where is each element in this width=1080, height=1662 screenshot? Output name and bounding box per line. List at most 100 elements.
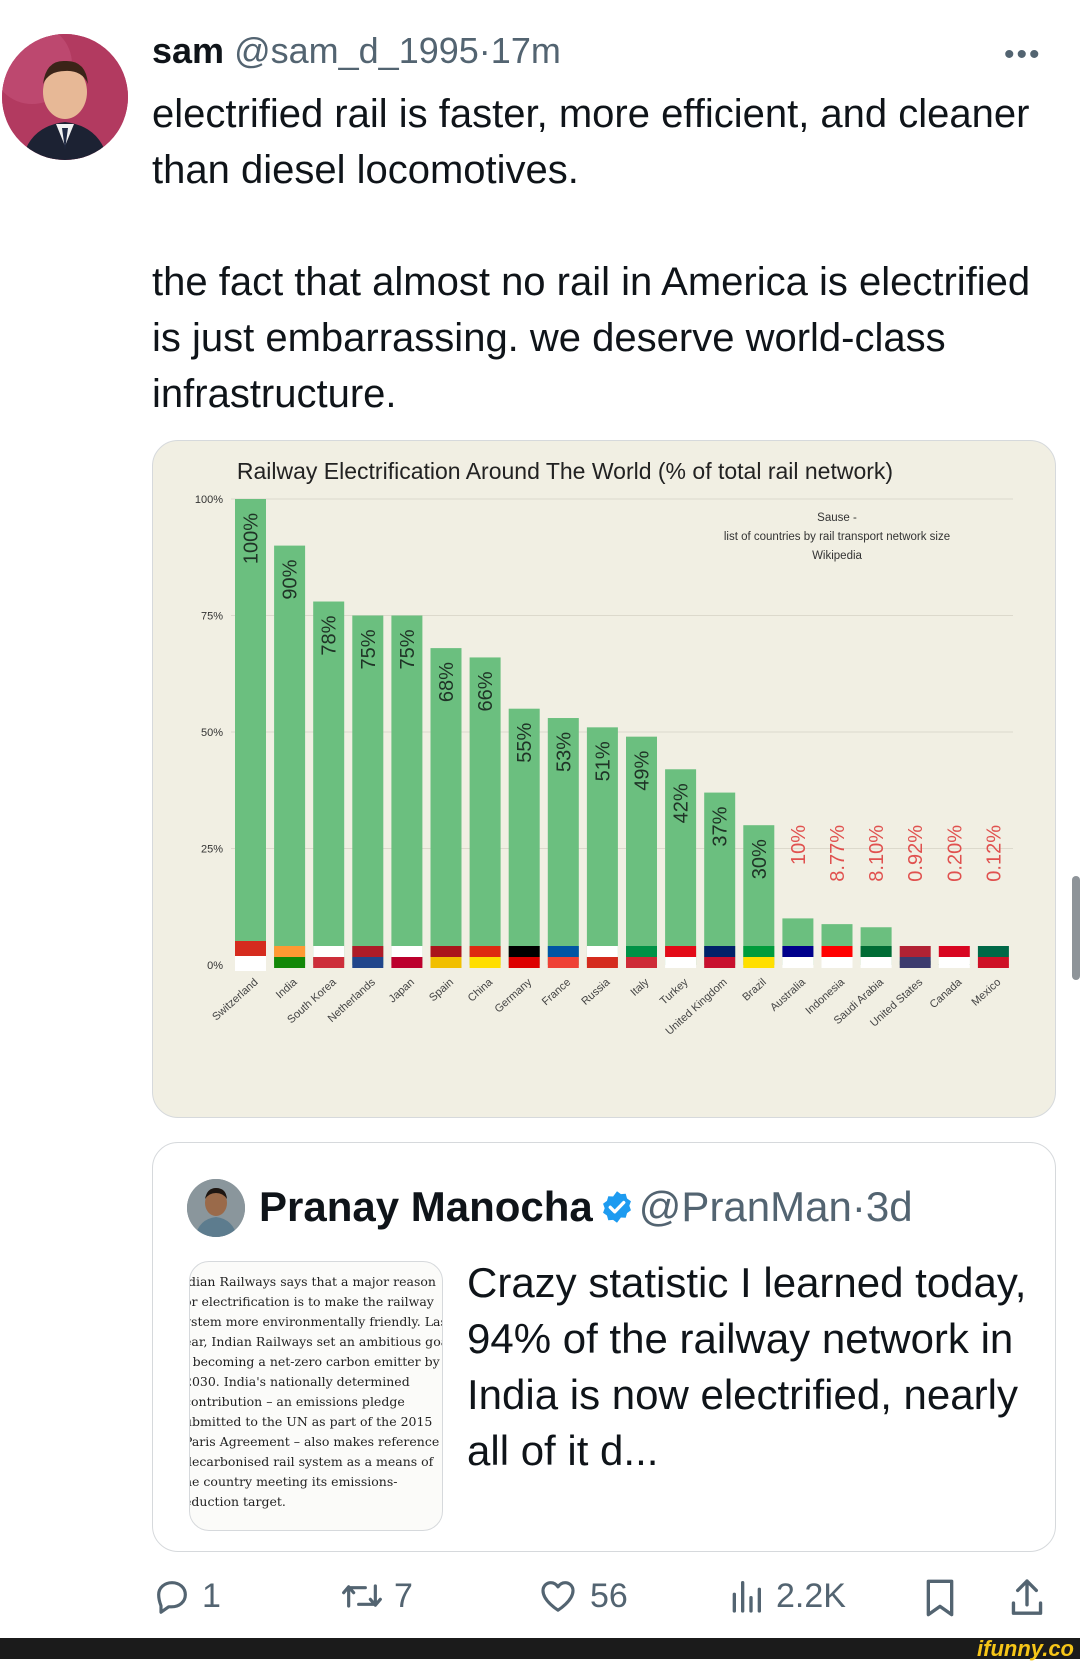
quoted-article-thumbnail[interactable]: .dian Railways says that a major reason …	[189, 1261, 443, 1531]
ifunny-logo: ifunny.co	[977, 1636, 1074, 1661]
author-avatar[interactable]	[2, 34, 128, 160]
quoted-tweet-header: Pranay Manocha @PranMan·3d	[259, 1183, 913, 1235]
flag-icon-stripe	[743, 957, 775, 968]
like-button[interactable]: 56	[536, 1576, 628, 1616]
flag-icon-stripe	[547, 957, 579, 968]
bar-value-label: 0.12%	[983, 825, 1005, 882]
page-scrollbar[interactable]	[1072, 876, 1080, 980]
electrification-bar-chart: Railway Electrification Around The World…	[195, 458, 1013, 1038]
watermark-bar: ifunny.co	[0, 1636, 1080, 1661]
quoted-author-name[interactable]: Pranay Manocha	[259, 1183, 593, 1230]
bar-value-label: 78%	[319, 615, 341, 655]
repost-icon	[340, 1576, 384, 1616]
flag-icon-stripe	[586, 957, 618, 968]
flag-icon	[235, 941, 266, 956]
bar-value-label: 75%	[397, 629, 419, 669]
flag-icon-stripe	[899, 957, 931, 968]
flag-icon-stripe	[704, 957, 736, 968]
more-horizontal-icon[interactable]: •••	[1004, 38, 1042, 71]
tweet-age[interactable]: 17m	[490, 30, 561, 71]
chart-bars: 100% 90% 78% 75% 75% 68% 66% 55% 53% 51% 49% 42% 37%…	[235, 499, 1009, 965]
author-name[interactable]: sam	[152, 30, 225, 71]
verified-badge-icon	[599, 1187, 635, 1235]
chart-bar	[235, 499, 266, 965]
x-category-label: Spain	[427, 976, 456, 1004]
y-tick-label: 100%	[195, 494, 223, 506]
flag-icon	[586, 946, 618, 957]
reply-button[interactable]: 1	[152, 1576, 221, 1616]
chart-title: Railway Electrification Around The World…	[237, 458, 893, 484]
source-line: list of countries by rail transport netw…	[724, 531, 950, 543]
chart-bar	[274, 545, 306, 965]
x-category-label: Switzerland	[210, 976, 260, 1023]
flag-icon	[821, 946, 853, 957]
y-tick-label: 25%	[201, 844, 223, 856]
reply-count: 1	[202, 1576, 221, 1615]
bar-value-label: 100%	[241, 513, 263, 564]
thumbnail-text: .dian Railways says that a major reason …	[189, 1274, 442, 1509]
y-tick-label: 75%	[201, 611, 223, 623]
flag-icon	[626, 946, 657, 957]
flag-icon-stripe	[274, 957, 306, 968]
chart-gridlines	[231, 498, 1013, 849]
chart-bar	[743, 825, 775, 965]
flag-icon-stripe	[665, 957, 697, 968]
chart-bar	[391, 615, 423, 965]
header-separator: ·	[478, 30, 491, 71]
flag-icon	[743, 946, 775, 957]
share-icon	[1006, 1576, 1048, 1620]
bar-value-label: 10%	[788, 825, 810, 865]
flag-icon-stripe	[235, 956, 266, 971]
flag-icon	[860, 946, 892, 957]
repost-button[interactable]: 7	[340, 1576, 413, 1616]
chart-bar	[704, 792, 736, 965]
author-handle[interactable]: @sam_d_1995	[234, 30, 479, 71]
flag-icon	[782, 946, 814, 957]
like-count: 56	[590, 1576, 628, 1615]
chart-bar	[665, 769, 697, 965]
bar-value-label: 75%	[358, 629, 380, 669]
heart-icon	[536, 1576, 580, 1616]
quoted-header-separator: ·	[851, 1183, 866, 1230]
bar-value-label: 55%	[514, 722, 536, 762]
flag-icon	[313, 946, 345, 957]
flag-icon	[665, 946, 697, 957]
x-category-label: Japan	[387, 976, 417, 1005]
repost-count: 7	[394, 1576, 413, 1615]
quoted-tweet-card[interactable]: Pranay Manocha @PranMan·3d .dian Railways…	[152, 1142, 1056, 1552]
quoted-tweet-text: Crazy statistic I learned today, 94% of …	[467, 1259, 1027, 1474]
chart-y-axis: 0% 25% 50% 75% 100%	[195, 494, 223, 972]
bar-value-label: 42%	[671, 783, 693, 823]
views-button[interactable]: 2.2K	[726, 1576, 846, 1616]
x-category-label: Mexico	[969, 976, 1003, 1008]
quoted-author-handle[interactable]: @PranMan	[638, 1183, 852, 1230]
bar-value-label: 66%	[475, 671, 497, 711]
chart-source-note: Sause - list of countries by rail transpo…	[724, 512, 950, 562]
flag-icon	[469, 946, 501, 957]
bar-value-label: 90%	[280, 559, 302, 599]
flag-icon-stripe	[430, 957, 462, 968]
chart-bar	[547, 718, 579, 965]
bookmark-button[interactable]	[920, 1576, 960, 1620]
bar-value-label: 30%	[749, 839, 771, 879]
y-tick-label: 50%	[201, 727, 223, 739]
y-tick-label: 0%	[207, 960, 223, 972]
flag-icon	[274, 946, 306, 957]
bar-value-label: 37%	[710, 806, 732, 846]
share-button[interactable]	[1006, 1576, 1048, 1620]
chart-image-card[interactable]: Railway Electrification Around The World…	[152, 440, 1056, 1118]
flag-icon	[547, 946, 579, 957]
x-category-label: Canada	[928, 976, 965, 1011]
quoted-tweet-age[interactable]: 3d	[865, 1183, 913, 1230]
x-category-label: Brazil	[740, 976, 768, 1003]
quoted-author-avatar[interactable]	[187, 1179, 245, 1237]
bar-value-label: 49%	[632, 750, 654, 790]
chart-bar	[469, 657, 501, 965]
flag-icon-stripe	[313, 957, 345, 968]
analytics-icon	[726, 1576, 766, 1616]
flag-icon-stripe	[508, 957, 540, 968]
flag-icon-stripe	[352, 957, 384, 968]
flag-icon	[430, 946, 462, 957]
bar-value-label: 8.77%	[827, 825, 849, 882]
